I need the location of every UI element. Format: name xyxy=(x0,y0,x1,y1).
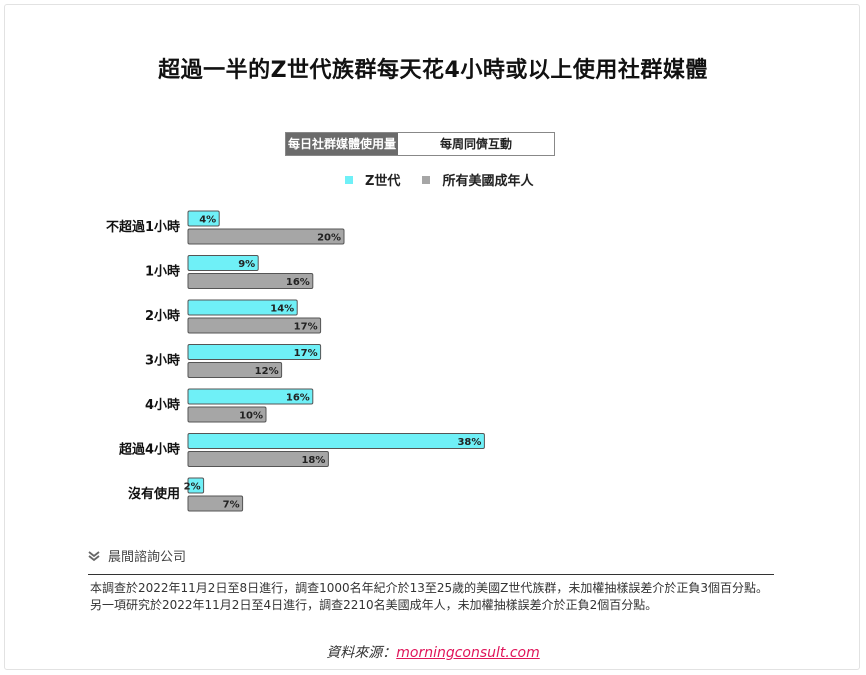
category-label: 沒有使用 xyxy=(128,486,180,502)
data-label-gen-z: 4% xyxy=(199,215,216,226)
bar-adults xyxy=(187,362,283,378)
source-org-row[interactable]: 晨間諮詢公司 xyxy=(88,546,186,565)
data-label-gen-z: 9% xyxy=(238,259,255,270)
data-source-credit: 資料來源：morningconsult.com xyxy=(0,642,866,662)
category-label: 超過4小時 xyxy=(119,442,180,458)
data-label-adults: 10% xyxy=(239,411,263,422)
tab-bar: 每日社群媒體使用量 每周同儕互動 xyxy=(285,132,555,156)
data-label-gen-z: 14% xyxy=(270,304,294,315)
data-label-adults: 20% xyxy=(317,233,341,244)
data-label-gen-z: 17% xyxy=(294,348,318,359)
source-link[interactable]: morningconsult.com xyxy=(396,645,540,661)
bar-gen-z xyxy=(187,255,259,271)
chart-title: 超過一半的Z世代族群每天花4小時或以上使用社群媒體 xyxy=(158,58,708,83)
legend-label-adults: 所有美國成年人 xyxy=(442,174,534,189)
source-org-label: 晨間諮詢公司 xyxy=(108,550,187,565)
bar-gen-z xyxy=(187,344,322,360)
bar-adults xyxy=(187,495,244,512)
legend: Z世代 所有美國成年人 xyxy=(345,170,555,189)
divider xyxy=(88,574,774,575)
bar-adults xyxy=(187,451,329,467)
bar-gen-z xyxy=(187,433,485,449)
legend-item-gen-z[interactable]: Z世代 xyxy=(345,170,400,189)
category-label: 1小時 xyxy=(145,264,180,280)
data-label-gen-z: 2% xyxy=(184,482,201,493)
bar-adults xyxy=(187,406,267,423)
category-label: 4小時 xyxy=(145,397,180,413)
tab-daily-usage[interactable]: 每日社群媒體使用量 xyxy=(286,133,398,155)
bar-gen-z xyxy=(187,388,314,405)
bar-adults xyxy=(187,317,322,334)
tab-peer-interaction[interactable]: 每周同儕互動 xyxy=(398,133,554,155)
category-label: 2小時 xyxy=(145,308,180,324)
legend-swatch-gen-z xyxy=(345,175,353,184)
legend-swatch-adults xyxy=(422,175,431,184)
bar-gen-z xyxy=(187,477,205,494)
legend-item-adults[interactable]: 所有美國成年人 xyxy=(422,170,533,189)
data-label-adults: 12% xyxy=(255,366,279,377)
category-label: 不超過1小時 xyxy=(106,219,180,235)
data-label-adults: 16% xyxy=(286,277,310,288)
bar-adults xyxy=(187,273,314,289)
category-label: 3小時 xyxy=(145,353,180,369)
bar-chart: 不超過1小時 4%20%1小時 9%16%2小時 14%17%3小時 17%12%4小時… xyxy=(106,210,485,512)
bar-gen-z xyxy=(187,210,220,227)
chart-frame xyxy=(4,4,860,670)
data-label-adults: 18% xyxy=(301,455,325,466)
methodology-note: 本調查於2022年11月2日至8日進行，調查1000名年紀介於13至25歲的美國… xyxy=(90,581,769,612)
legend-label-gen-z: Z世代 xyxy=(365,174,401,189)
bar-gen-z xyxy=(187,299,298,316)
data-label-adults: 7% xyxy=(223,500,240,511)
bar-adults xyxy=(187,228,345,245)
data-label-gen-z: 38% xyxy=(457,437,481,448)
data-label-adults: 17% xyxy=(294,322,318,333)
data-label-gen-z: 16% xyxy=(286,393,310,404)
chevron-down-icon xyxy=(88,550,100,561)
credit-prefix: 資料來源： xyxy=(326,645,397,661)
